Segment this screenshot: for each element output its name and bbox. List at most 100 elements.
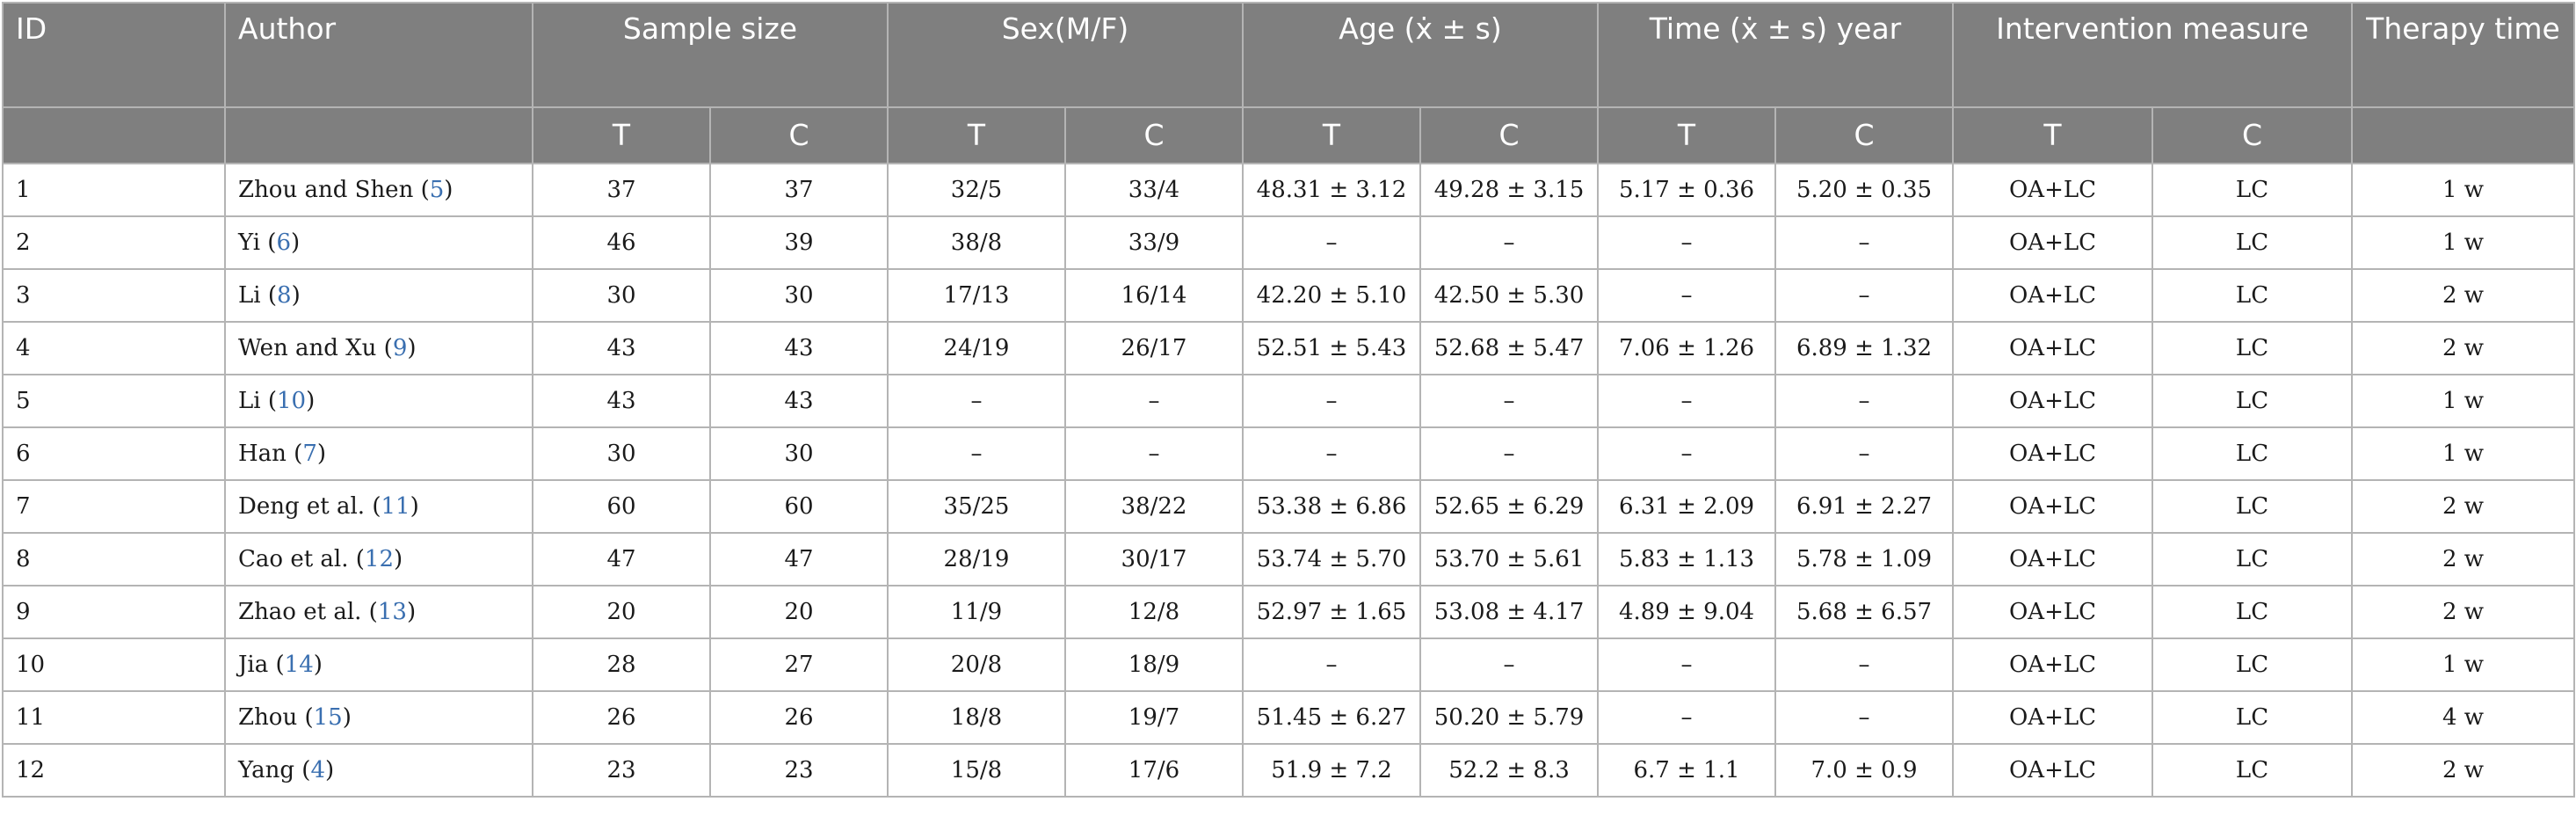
cell-intervention-t: OA+LC — [1952, 532, 2154, 586]
cell-sample-t: 30 — [532, 426, 711, 481]
subheader-t: T — [887, 106, 1066, 164]
cell-age-t: 51.45 ± 6.27 — [1242, 690, 1421, 745]
cell-time-t: 4.89 ± 9.04 — [1597, 585, 1777, 639]
cell-sex-t: 18/8 — [887, 690, 1066, 745]
subheader-t: T — [1242, 106, 1421, 164]
cell-sex-t: 35/25 — [887, 479, 1066, 534]
subheader-c: C — [709, 106, 889, 164]
cell-id: 3 — [2, 268, 226, 323]
cell-sex-c: 26/17 — [1064, 321, 1244, 375]
cell-therapy-time: 1 w — [2351, 163, 2576, 217]
cell-age-c: 52.2 ± 8.3 — [1419, 743, 1600, 798]
study-characteristics-table: ID Author Sample size Sex(M/F) Age (ẋ ± … — [2, 2, 2576, 798]
cell-therapy-time: 1 w — [2351, 215, 2576, 270]
table-body: 1 Zhou and Shen (5) 37 37 32/5 33/4 48.31 ± 3.… — [2, 163, 2576, 798]
subheader-empty — [224, 106, 533, 164]
cell-time-c: – — [1774, 268, 1955, 323]
cell-time-t: – — [1597, 426, 1777, 481]
reference-link[interactable]: 4 — [310, 757, 326, 783]
cell-sex-t: – — [887, 426, 1066, 481]
table-row: 2 Yi (6) 46 39 38/8 33/9– – – – OA+LC LC 1 w — [2, 215, 2576, 270]
cell-sample-c: 43 — [709, 374, 889, 428]
cell-sample-t: 60 — [532, 479, 711, 534]
cell-sex-c: – — [1064, 374, 1244, 428]
cell-time-c: 7.0 ± 0.9 — [1774, 743, 1955, 798]
cell-id: 6 — [2, 426, 226, 481]
cell-sex-c: 19/7 — [1064, 690, 1244, 745]
cell-time-t: – — [1597, 690, 1777, 745]
cell-intervention-t: OA+LC — [1952, 743, 2154, 798]
cell-therapy-time: 2 w — [2351, 743, 2576, 798]
cell-therapy-time: 2 w — [2351, 479, 2576, 534]
cell-sample-c: 30 — [709, 268, 889, 323]
cell-intervention-c: LC — [2152, 532, 2354, 586]
author-name: Zhou and Shen — [238, 177, 414, 203]
cell-intervention-t: OA+LC — [1952, 426, 2154, 481]
cell-intervention-t: OA+LC — [1952, 638, 2154, 692]
author-name: Zhou — [238, 704, 298, 731]
reference-link[interactable]: 7 — [302, 441, 317, 467]
reference-link[interactable]: 12 — [364, 546, 395, 572]
cell-intervention-c: LC — [2152, 268, 2354, 323]
reference-link[interactable]: 6 — [276, 230, 291, 256]
reference-link[interactable]: 14 — [284, 652, 314, 678]
cell-sample-t: 28 — [532, 638, 711, 692]
cell-age-c: 42.50 ± 5.30 — [1419, 268, 1600, 323]
cell-age-t: 52.97 ± 1.65 — [1242, 585, 1421, 639]
cell-author: Wen and Xu (9) — [224, 321, 533, 375]
cell-id: 2 — [2, 215, 226, 270]
header-sample-size: Sample size — [532, 2, 889, 108]
cell-therapy-time: 1 w — [2351, 374, 2576, 428]
header-therapy-time: Therapy time — [2351, 2, 2576, 108]
author-name: Deng et al. — [238, 493, 366, 520]
cell-intervention-t: OA+LC — [1952, 585, 2154, 639]
cell-time-c: 5.68 ± 6.57 — [1774, 585, 1955, 639]
cell-sample-c: 27 — [709, 638, 889, 692]
cell-sex-t: 11/9 — [887, 585, 1066, 639]
reference-link[interactable]: 9 — [392, 335, 408, 361]
subheader-c: C — [2152, 106, 2354, 164]
header-row-main: ID Author Sample size Sex(M/F) Age (ẋ ± … — [2, 2, 2576, 108]
cell-intervention-c: LC — [2152, 163, 2354, 217]
reference-link[interactable]: 13 — [377, 599, 407, 625]
cell-intervention-c: LC — [2152, 321, 2354, 375]
cell-sex-c: 33/9 — [1064, 215, 1244, 270]
cell-sample-c: 39 — [709, 215, 889, 270]
table-row: 8 Cao et al. (12) 47 47 28/19 30/17 53.74 ± 5.… — [2, 532, 2576, 586]
cell-time-c: – — [1774, 690, 1955, 745]
cell-time-c: – — [1774, 426, 1955, 481]
cell-age-c: 52.65 ± 6.29 — [1419, 479, 1600, 534]
header-time: Time (ẋ ± s) year — [1597, 2, 1955, 108]
cell-age-t: – — [1242, 426, 1421, 481]
cell-sex-t: 28/19 — [887, 532, 1066, 586]
cell-time-c: 5.78 ± 1.09 — [1774, 532, 1955, 586]
reference-link[interactable]: 11 — [381, 493, 410, 520]
table-row: 7 Deng et al. (11) 60 60 35/25 38/22 53.38 ± 6… — [2, 479, 2576, 534]
cell-intervention-t: OA+LC — [1952, 163, 2154, 217]
cell-id: 9 — [2, 585, 226, 639]
cell-sex-t: 17/13 — [887, 268, 1066, 323]
cell-sex-c: 12/8 — [1064, 585, 1244, 639]
reference-link[interactable]: 10 — [277, 388, 307, 414]
reference-link[interactable]: 15 — [313, 704, 343, 731]
cell-age-t: 53.38 ± 6.86 — [1242, 479, 1421, 534]
cell-time-t: – — [1597, 638, 1777, 692]
table-row: 9 Zhao et al. (13) 20 20 11/9 12/8 52.97 ± 1.6… — [2, 585, 2576, 639]
cell-time-t: – — [1597, 374, 1777, 428]
reference-link[interactable]: 5 — [429, 177, 445, 203]
reference-link[interactable]: 8 — [277, 282, 292, 309]
header-author: Author — [224, 2, 533, 108]
cell-id: 8 — [2, 532, 226, 586]
cell-intervention-t: OA+LC — [1952, 215, 2154, 270]
cell-intervention-t: OA+LC — [1952, 374, 2154, 428]
cell-sex-c: – — [1064, 426, 1244, 481]
cell-intervention-c: LC — [2152, 638, 2354, 692]
cell-therapy-time: 1 w — [2351, 426, 2576, 481]
cell-time-t: 5.17 ± 0.36 — [1597, 163, 1777, 217]
header-age: Age (ẋ ± s) — [1241, 2, 1600, 108]
cell-therapy-time: 2 w — [2351, 585, 2576, 639]
cell-id: 12 — [2, 743, 226, 798]
cell-author: Han (7) — [224, 426, 533, 481]
cell-intervention-c: LC — [2152, 426, 2354, 481]
author-name: Yang — [238, 757, 295, 783]
